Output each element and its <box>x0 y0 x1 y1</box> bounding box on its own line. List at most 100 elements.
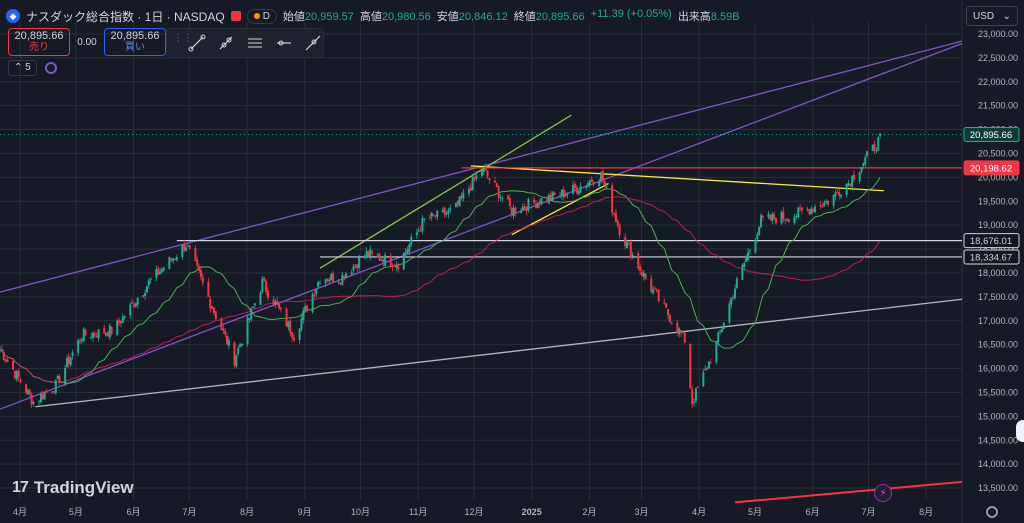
candle-body <box>330 274 333 281</box>
horizontal-line-tool-icon[interactable] <box>273 32 294 54</box>
candle-body <box>547 194 550 204</box>
candle-body <box>350 272 353 274</box>
candle-body <box>536 202 539 208</box>
candle-body <box>741 265 744 280</box>
candle-body <box>577 190 580 195</box>
candle-body <box>758 226 761 236</box>
currency-select[interactable]: USD ⌄ <box>966 6 1018 26</box>
symbol-title[interactable]: ナスダック総合指数 · 1日 · NASDAQ <box>26 9 225 24</box>
flag-icon[interactable] <box>230 11 241 21</box>
candle-body <box>220 317 223 330</box>
candle-body <box>562 189 565 198</box>
candle-body <box>639 266 642 271</box>
candle-body <box>214 311 217 320</box>
lightning-icon[interactable]: ⚡ <box>874 484 892 502</box>
sell-label: 売り <box>29 42 49 53</box>
candle-body <box>292 337 295 341</box>
buy-label: 買い <box>125 42 145 53</box>
candle-body <box>637 253 640 269</box>
candle-body <box>834 192 837 197</box>
candle-body <box>493 180 496 183</box>
candle-body <box>356 264 359 269</box>
candle-body <box>15 371 18 380</box>
candle-body <box>298 328 301 341</box>
y-tick-label: 15,500.00 <box>978 387 1018 397</box>
parallel-channel-tool-icon[interactable] <box>245 32 266 54</box>
candle-body <box>170 258 173 261</box>
candle-body <box>253 303 256 306</box>
candle-body <box>693 401 696 403</box>
candle-body <box>873 144 876 152</box>
candle-body <box>240 343 243 346</box>
ray-tool-icon[interactable] <box>216 32 237 54</box>
candle-body <box>116 320 119 336</box>
candle-body <box>332 273 335 283</box>
candle-body <box>324 279 327 284</box>
price-label: 18,334.67 <box>970 252 1012 263</box>
candle-body <box>812 208 815 212</box>
x-tick-label: 2月 <box>582 507 596 517</box>
plot-background <box>0 0 962 523</box>
price-label-box <box>963 233 1020 249</box>
moving-average-short <box>0 176 881 384</box>
trend-line-tool-icon[interactable] <box>187 32 208 54</box>
candle-body <box>728 303 731 323</box>
candle-body <box>782 211 785 219</box>
candle-body <box>4 359 7 362</box>
candle-body <box>317 281 320 287</box>
candle-body <box>278 303 281 309</box>
candle-body <box>369 249 372 257</box>
side-panel-tab[interactable] <box>1016 420 1024 442</box>
candle-body <box>239 344 242 347</box>
symbol-icon[interactable]: ◆ <box>6 9 20 23</box>
candle-body <box>745 258 748 262</box>
sell-button[interactable]: 20,895.66 売り <box>8 28 70 56</box>
extended-line-tool-icon[interactable] <box>302 32 323 54</box>
tradingview-logo-text: TradingView <box>33 478 134 497</box>
trend-line-channel-lower <box>0 42 963 410</box>
candle-body <box>32 402 35 404</box>
candle-body <box>572 184 575 194</box>
candle-body <box>352 266 355 271</box>
y-tick-label: 18,500.00 <box>978 244 1018 254</box>
candle-body <box>787 219 790 222</box>
ohlc-readout: 始値20,959.57 高値20,980.56 安値20,846.12 終値20… <box>283 8 740 24</box>
candle-body <box>45 391 48 393</box>
candle-body <box>417 230 420 232</box>
candle-body <box>691 389 694 405</box>
candle-body <box>90 337 93 339</box>
candle-body <box>732 297 735 299</box>
candle-body <box>754 239 757 253</box>
drag-handle-icon[interactable]: ⋮⋮ <box>173 33 193 44</box>
buy-button[interactable]: 20,895.66 買い <box>104 28 166 56</box>
candle-body <box>761 215 764 217</box>
candle-body <box>471 176 474 190</box>
candle-body <box>436 210 439 217</box>
candle-body <box>627 243 630 245</box>
buy-price: 20,895.66 <box>110 30 160 42</box>
candle-body <box>626 242 629 248</box>
candle-body <box>851 175 854 187</box>
candle-body <box>663 302 666 304</box>
candle-body <box>343 276 346 280</box>
status-pill[interactable]: D <box>246 8 277 24</box>
candle-body <box>188 245 191 249</box>
candle-body <box>508 198 511 207</box>
candle-body <box>823 202 826 207</box>
trade-panel: 20,895.66 売り 0.00 20,895.66 買い <box>8 28 166 56</box>
candle-body <box>172 258 175 261</box>
candle-body <box>211 306 214 309</box>
candle-body <box>756 234 759 240</box>
candle-body <box>616 220 619 226</box>
chart-settings-icon[interactable] <box>986 506 998 518</box>
candle-body <box>69 357 72 366</box>
currency-value: USD <box>973 10 995 22</box>
candle-body <box>678 328 681 335</box>
indicator-settings-icon[interactable] <box>44 62 57 74</box>
candle-body <box>391 265 394 268</box>
sell-price: 20,895.66 <box>14 30 64 42</box>
status-dot-icon <box>253 13 260 19</box>
candle-body <box>266 290 269 298</box>
indicator-toggle[interactable]: ⌃ 5 <box>8 60 37 76</box>
